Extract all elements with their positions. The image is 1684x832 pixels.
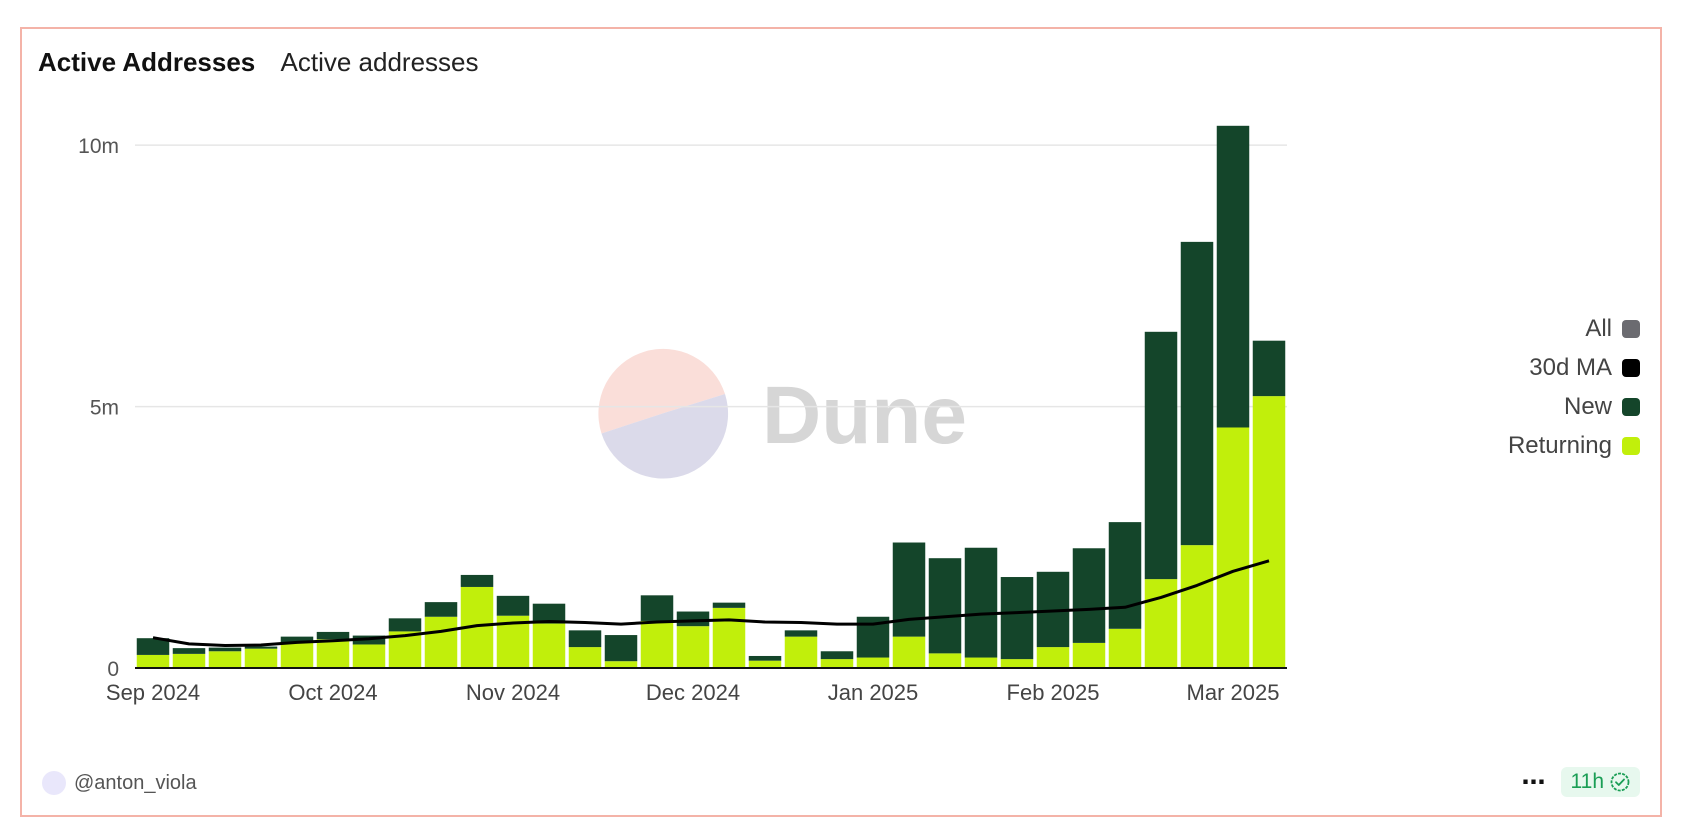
x-tick-label: Dec 2024 (646, 680, 740, 705)
chart-title: Active Addresses (38, 47, 256, 77)
bar-returning[interactable] (532, 623, 566, 668)
refresh-age-label: 11h (1570, 770, 1604, 793)
bar-returning[interactable] (640, 620, 674, 668)
watermark-circle-top (598, 348, 725, 434)
legend-label: All (1585, 314, 1612, 342)
x-tick-label: Nov 2024 (466, 680, 560, 705)
legend-item[interactable]: Returning (1508, 426, 1640, 465)
bar-new[interactable] (388, 618, 422, 632)
bar-new[interactable] (244, 646, 278, 649)
bar-new[interactable] (604, 635, 638, 662)
legend-swatch (1622, 358, 1640, 377)
chart-legend: All 30d MA New Returning (1508, 309, 1640, 465)
more-options-icon[interactable]: ⋯ (1521, 768, 1547, 796)
chart-card: Active Addresses Active addresses Dune 0… (20, 27, 1662, 817)
stacked-bar-chart: Dune 0 5m 10m Sep 2024 Oct 2024 Nov 2024 Dec 2… (78, 125, 1287, 705)
bar-new[interactable] (928, 558, 962, 654)
author-name: @anton_viola (74, 771, 197, 794)
bar-returning[interactable] (568, 647, 602, 668)
bar-returning[interactable] (1000, 659, 1034, 668)
author-info[interactable]: @anton_viola (42, 771, 197, 795)
bar-new[interactable] (964, 547, 998, 658)
legend-item[interactable]: All (1508, 309, 1640, 348)
bar-new[interactable] (676, 611, 710, 627)
bar-returning[interactable] (136, 654, 170, 668)
bar-returning[interactable] (892, 636, 926, 668)
bar-new[interactable] (1000, 577, 1034, 660)
chart-header: Active Addresses Active addresses (38, 47, 478, 78)
bar-new[interactable] (1252, 340, 1286, 397)
watermark-text: Dune (762, 370, 967, 461)
bar-returning[interactable] (316, 639, 350, 668)
y-tick-label: 10m (78, 135, 119, 158)
bar-returning[interactable] (856, 657, 890, 668)
y-tick-label: 0 (107, 658, 119, 681)
bar-returning[interactable] (424, 616, 458, 668)
legend-item[interactable]: 30d MA (1508, 348, 1640, 387)
dune-watermark: Dune (598, 348, 967, 479)
bar-new[interactable] (172, 648, 206, 654)
bar-new[interactable] (460, 574, 494, 587)
bar-returning[interactable] (1072, 642, 1106, 668)
bar-returning[interactable] (1180, 545, 1214, 668)
bar-returning[interactable] (820, 659, 854, 668)
y-tick-label: 5m (90, 397, 119, 420)
legend-swatch (1622, 319, 1640, 338)
bar-returning[interactable] (964, 657, 998, 668)
bar-returning[interactable] (208, 651, 242, 668)
footer-actions: ⋯ 11h (1522, 767, 1640, 797)
bar-returning[interactable] (280, 642, 314, 668)
bar-returning[interactable] (784, 636, 818, 668)
bar-new[interactable] (280, 636, 314, 643)
bar-new[interactable] (892, 542, 926, 637)
chart-subtitle: Active addresses (280, 47, 479, 77)
bar-new[interactable] (136, 638, 170, 655)
bar-returning[interactable] (1108, 628, 1142, 668)
bar-returning[interactable] (244, 648, 278, 668)
bar-new[interactable] (748, 655, 782, 661)
bar-new[interactable] (1072, 548, 1106, 643)
legend-label: 30d MA (1529, 353, 1612, 381)
bar-new[interactable] (208, 647, 242, 652)
bar-new[interactable] (316, 631, 350, 640)
legend-label: Returning (1507, 431, 1612, 459)
avatar (42, 771, 66, 795)
check-circle-icon (1610, 772, 1630, 792)
x-tick-label: Mar 2025 (1187, 680, 1280, 705)
x-tick-label: Jan 2025 (828, 680, 919, 705)
bar-returning[interactable] (1036, 647, 1070, 668)
bar-new[interactable] (1216, 125, 1250, 428)
bar-new[interactable] (1180, 241, 1214, 546)
bar-returning[interactable] (1216, 427, 1250, 668)
bar-new[interactable] (424, 602, 458, 617)
bar-new[interactable] (532, 603, 566, 624)
bar-new[interactable] (568, 630, 602, 648)
x-tick-label: Oct 2024 (288, 680, 377, 705)
bar-returning[interactable] (676, 626, 710, 668)
bar-new[interactable] (640, 595, 674, 621)
bar-returning[interactable] (604, 661, 638, 668)
bar-returning[interactable] (712, 607, 746, 668)
bar-returning[interactable] (748, 660, 782, 668)
x-tick-label: Sep 2024 (106, 680, 200, 705)
bar-new[interactable] (1144, 331, 1178, 580)
bar-returning[interactable] (172, 653, 206, 668)
legend-swatch (1622, 436, 1640, 455)
ma-line[interactable] (152, 559, 1270, 647)
bar-returning[interactable] (1252, 396, 1286, 668)
bar-new[interactable] (784, 630, 818, 637)
bar-new[interactable] (496, 595, 530, 616)
x-tick-label: Feb 2025 (1007, 680, 1100, 705)
watermark-circle-bottom (601, 394, 729, 479)
refresh-age-badge[interactable]: 11h (1560, 767, 1640, 797)
legend-swatch (1622, 397, 1640, 416)
legend-item[interactable]: New (1508, 387, 1640, 426)
bar-new[interactable] (1108, 522, 1142, 629)
bar-returning[interactable] (352, 644, 386, 668)
bar-new[interactable] (712, 602, 746, 608)
bar-new[interactable] (820, 651, 854, 660)
legend-label: New (1563, 392, 1612, 420)
bar-returning[interactable] (928, 653, 962, 668)
